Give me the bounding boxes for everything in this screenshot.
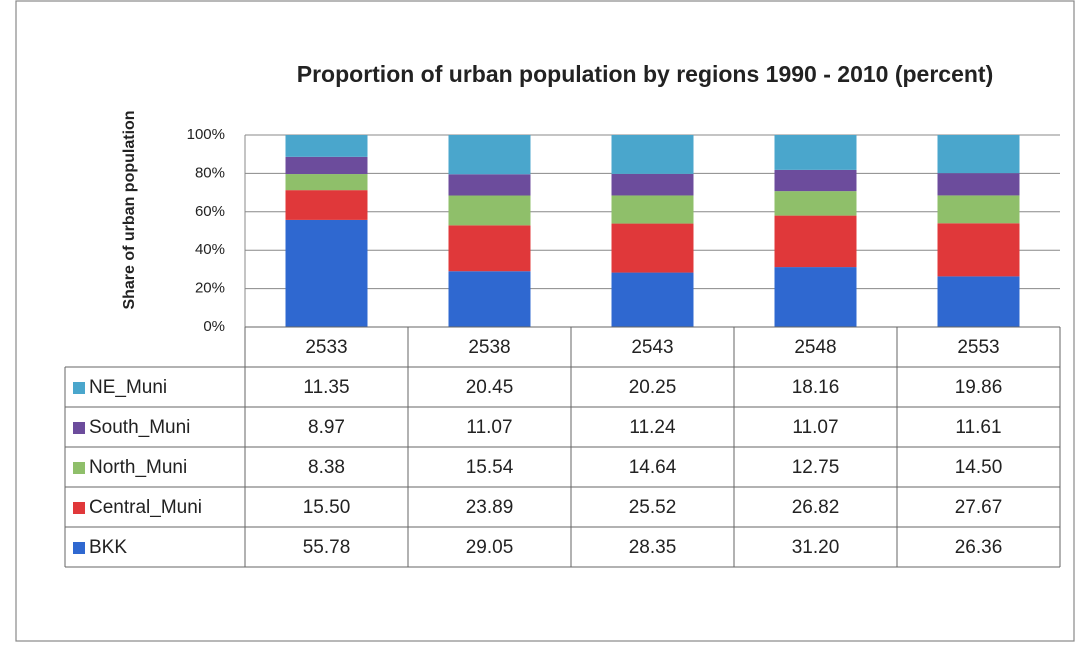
data-label: 11.61 xyxy=(955,417,1001,438)
data-label: 23.89 xyxy=(466,497,514,518)
legend-label: Central_Muni xyxy=(89,497,202,518)
data-label: 18.16 xyxy=(792,377,840,398)
chart-title: Proportion of urban population by region… xyxy=(297,61,993,87)
bar-segment xyxy=(448,271,531,327)
bar-segment xyxy=(448,174,531,196)
data-label: 25.52 xyxy=(629,497,677,518)
data-label: 27.67 xyxy=(955,497,1003,518)
data-label: 15.50 xyxy=(303,497,351,518)
bar-segment xyxy=(285,174,368,191)
bar-segment xyxy=(774,191,857,216)
bar-segment xyxy=(611,223,694,273)
y-tick-label: 100% xyxy=(187,126,225,143)
legend-label: North_Muni xyxy=(89,457,187,478)
bar-segment xyxy=(937,276,1020,327)
data-label: 19.86 xyxy=(955,377,1003,398)
legend-swatch xyxy=(73,542,85,554)
data-label: 29.05 xyxy=(466,537,514,558)
data-label: 8.38 xyxy=(308,457,345,478)
data-label: 55.78 xyxy=(303,537,351,558)
legend-label: NE_Muni xyxy=(89,377,167,398)
data-label: 14.50 xyxy=(955,457,1003,478)
bar-segment xyxy=(774,215,857,268)
bar-segment xyxy=(937,135,1020,174)
x-tick-label: 2538 xyxy=(468,337,510,358)
data-label: 14.64 xyxy=(629,457,677,478)
bar-segment xyxy=(774,169,857,192)
x-tick-label: 2553 xyxy=(957,337,999,358)
bar-segment xyxy=(937,173,1020,196)
data-label: 20.45 xyxy=(466,377,514,398)
data-label: 11.35 xyxy=(303,377,349,398)
y-tick-label: 20% xyxy=(195,280,225,297)
bar-segment xyxy=(937,223,1020,277)
legend-swatch xyxy=(73,462,85,474)
bar-segment xyxy=(448,225,531,272)
data-label: 28.35 xyxy=(629,537,677,558)
data-label: 20.25 xyxy=(629,377,677,398)
data-label: 26.82 xyxy=(792,497,840,518)
y-axis-label: Share of urban population xyxy=(121,110,138,309)
y-tick-label: 80% xyxy=(195,164,225,181)
data-label: 8.97 xyxy=(308,417,345,438)
legend-label: BKK xyxy=(89,537,127,558)
x-tick-label: 2533 xyxy=(305,337,347,358)
data-label: 12.75 xyxy=(792,457,840,478)
data-label: 11.07 xyxy=(466,417,512,438)
data-label: 11.24 xyxy=(629,417,676,438)
data-label: 15.54 xyxy=(466,457,514,478)
bar-segment xyxy=(285,219,368,327)
bar-segment xyxy=(774,267,857,327)
x-tick-label: 2543 xyxy=(631,337,673,358)
y-tick-label: 60% xyxy=(195,203,225,220)
bar-segment xyxy=(611,173,694,196)
chart-border xyxy=(15,0,1075,642)
legend-swatch xyxy=(73,502,85,514)
bar-segment xyxy=(774,135,857,170)
x-tick-label: 2548 xyxy=(794,337,836,358)
bar-segment xyxy=(611,135,694,174)
legend-label: South_Muni xyxy=(89,417,190,438)
bar-segment xyxy=(611,195,694,224)
legend-swatch xyxy=(73,382,85,394)
bar-segment xyxy=(611,272,694,327)
data-label: 31.20 xyxy=(792,537,840,558)
data-label: 26.36 xyxy=(955,537,1003,558)
y-tick-label: 0% xyxy=(203,318,225,335)
bar-segment xyxy=(448,135,531,175)
y-tick-label: 40% xyxy=(195,241,225,258)
bar-segment xyxy=(937,195,1020,224)
legend-swatch xyxy=(73,422,85,434)
data-label: 11.07 xyxy=(792,417,838,438)
bar-segment xyxy=(285,156,368,175)
bar-segment xyxy=(285,135,368,157)
bar-segment xyxy=(285,190,368,220)
bar-segment xyxy=(448,195,531,226)
